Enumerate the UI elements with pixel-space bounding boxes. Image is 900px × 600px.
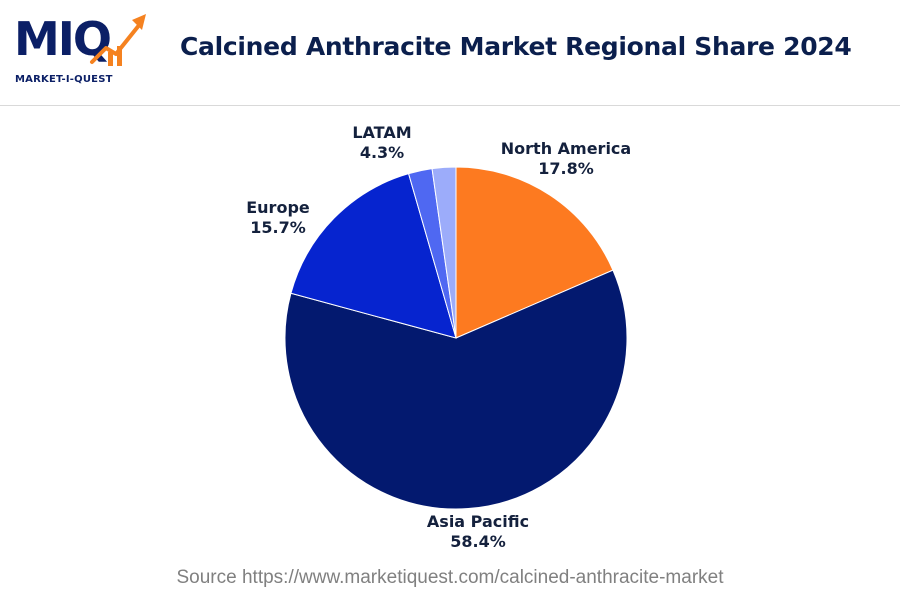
pie-slice-asia-pacific (284, 269, 628, 510)
slice-value-north-america: 17.8% (538, 159, 594, 178)
pie-slice-north-america (455, 166, 614, 339)
slice-name-north-america: North America (501, 139, 631, 158)
page-title: Calcined Anthracite Market Regional Shar… (180, 32, 852, 61)
pie-slice-latam-2 (431, 166, 457, 339)
slice-value-europe: 15.7% (250, 218, 306, 237)
logo-tagline: MARKET-I-QUEST (15, 74, 113, 85)
logo: MIQ MARKET-I-QUEST (14, 12, 146, 92)
slice-name-asia-pacific: Asia Pacific (427, 512, 529, 531)
slice-value-asia-pacific: 58.4% (450, 532, 506, 551)
pie-slice-europe (290, 173, 457, 339)
slice-name-europe: Europe (246, 198, 310, 217)
header: MIQ MARKET-I-QUEST Calcined Anthracite M… (0, 0, 900, 106)
growth-arrow-icon (90, 14, 146, 66)
slice-value-latam: 4.3% (360, 143, 404, 162)
source-note: Source https://www.marketiquest.com/calc… (176, 567, 724, 588)
slice-name-latam: LATAM (352, 123, 411, 142)
